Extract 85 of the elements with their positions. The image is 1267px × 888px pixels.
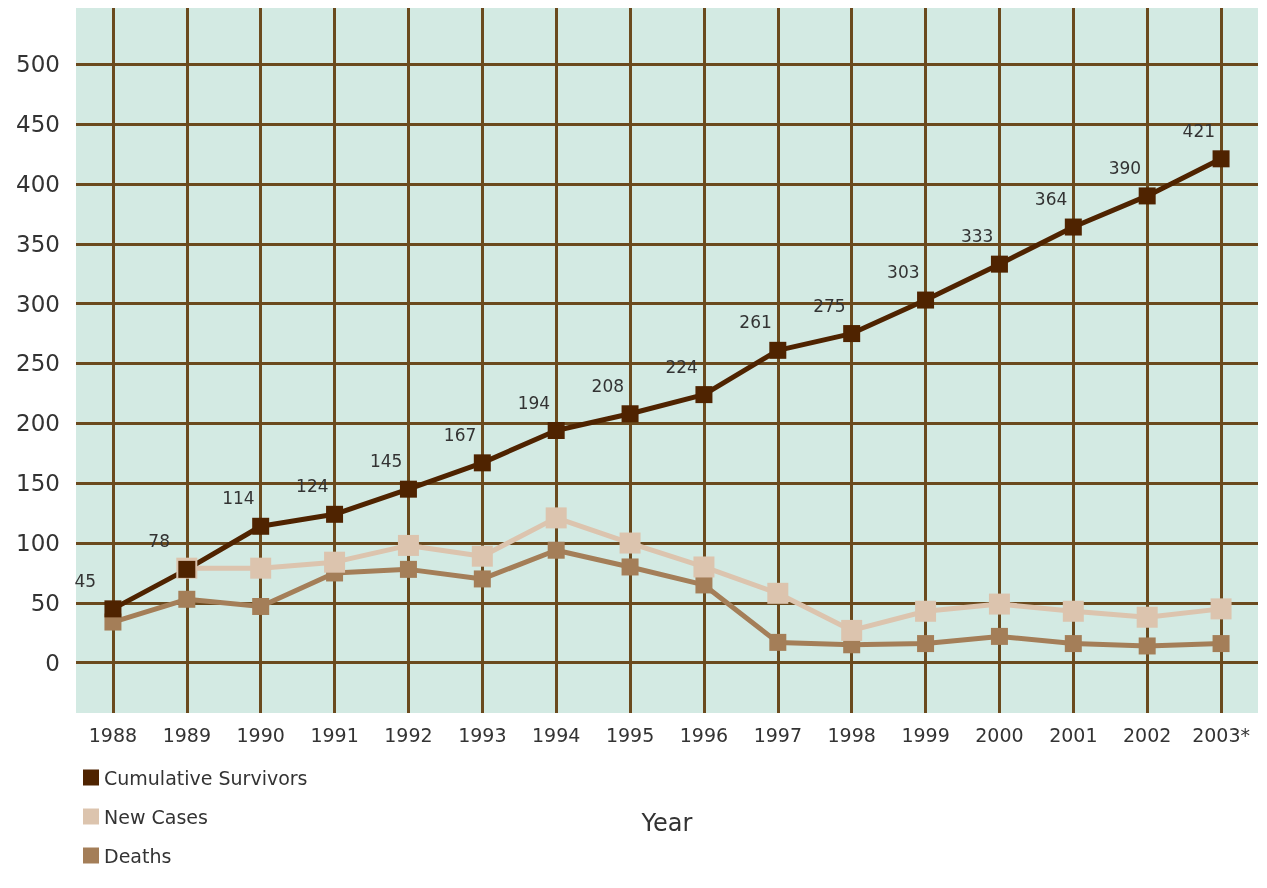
x-tick-label: 1998 [827,723,876,746]
point [397,534,419,556]
point [621,405,639,423]
point [769,633,787,651]
y-tick-label: 500 [16,51,60,78]
x-tick-label: 1988 [88,723,138,746]
point [1062,600,1084,622]
x-tick-label: 1990 [236,723,285,746]
y-tick-label: 0 [45,649,60,676]
point [1136,606,1158,628]
data-label: 167 [443,424,477,445]
data-label: 145 [369,451,403,472]
x-tick-label: 1994 [532,723,581,746]
point [252,517,270,535]
y-tick-label: 150 [16,470,60,497]
point [990,627,1008,645]
point [545,507,567,529]
x-tick-label: 1992 [384,723,433,746]
point [1064,218,1082,236]
point [250,557,272,579]
data-label: 194 [517,392,551,413]
x-tick-label: 1997 [753,723,802,746]
y-tick-label: 200 [16,410,60,437]
point [695,576,713,594]
point [1210,598,1232,620]
point [1064,635,1082,653]
x-tick-label: 2001 [1049,723,1098,746]
point [619,532,641,554]
point [104,600,122,618]
point [547,422,565,440]
point [473,454,491,472]
x-tick-label: 2002 [1123,723,1172,746]
data-label: 421 [1182,120,1216,141]
x-tick-label: 1993 [458,723,507,746]
x-tick-label: 1996 [679,723,729,746]
point [917,635,935,653]
x-tick-label: 1991 [310,723,359,746]
x-tick-label: 2003* [1192,723,1250,746]
point [693,556,715,578]
data-label: 364 [1034,189,1068,210]
point [915,600,937,622]
y-tick-label: 100 [16,530,60,557]
legend-label: New Cases [104,805,208,828]
point [471,545,493,567]
point [252,597,270,615]
x-axis-title: Year [640,809,693,837]
data-label: 390 [1108,157,1142,178]
point [695,386,713,404]
point [399,480,417,498]
point [547,541,565,559]
point [473,570,491,588]
legend-label: Cumulative Survivors [104,766,308,789]
y-tick-label: 300 [16,290,60,317]
point [1212,150,1230,168]
point [1138,637,1156,655]
point [178,590,196,608]
legend-label: Deaths [104,844,172,867]
point [843,325,861,343]
data-label: 208 [591,375,625,396]
x-tick-label: 2000 [975,723,1024,746]
point [767,582,789,604]
data-label: 333 [960,226,994,247]
point [621,558,639,576]
y-tick-label: 400 [16,170,60,197]
point [769,341,787,359]
point [324,551,346,573]
data-label: 45 [74,570,97,591]
x-tick-label: 1995 [605,723,655,746]
point [990,255,1008,273]
x-tick-label: 1999 [901,723,950,746]
point [399,560,417,578]
data-label: 303 [887,262,920,283]
point [1212,635,1230,653]
y-tick-label: 350 [16,230,60,257]
data-label: 114 [222,488,255,509]
point [326,505,344,523]
point [841,619,863,641]
x-tick-label: 1989 [162,723,211,746]
point [1138,187,1156,205]
y-tick-label: 450 [16,111,60,138]
point [917,291,935,309]
data-label: 261 [739,312,772,333]
y-tick-label: 250 [16,350,60,377]
point [988,593,1010,615]
y-tick-label: 50 [30,589,60,616]
